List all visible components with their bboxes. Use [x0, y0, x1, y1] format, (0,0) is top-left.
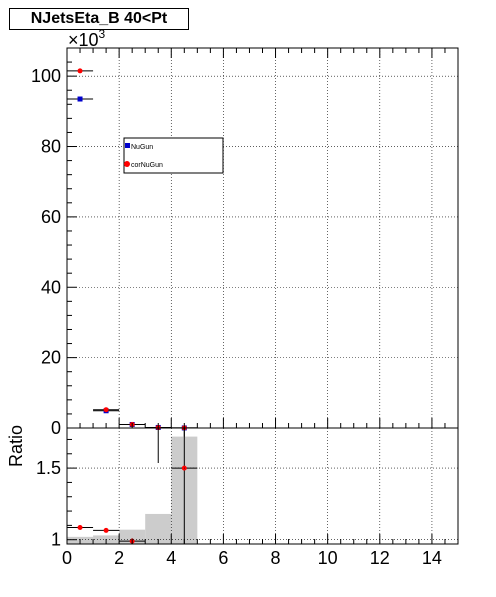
legend-box	[123, 137, 224, 174]
ratio-frame	[66, 427, 459, 545]
y-tick-label: 20	[41, 348, 61, 368]
axes-layer: 0 20 40 60 80 100 1 1.5 0 2 4 6 8 10 12 14	[31, 47, 459, 568]
y-tick-label: 40	[41, 277, 61, 297]
exponent-label: ×103	[68, 27, 106, 50]
legend-marker-cornugun	[124, 161, 130, 167]
legend-marker-nugun	[125, 143, 130, 148]
legend-label-cornugun: corNuGun	[131, 162, 163, 169]
x-tick-label: 14	[422, 548, 442, 568]
ratio-band-bin	[145, 513, 172, 544]
main-plot-panel	[67, 68, 198, 463]
x-tick-label: 4	[166, 548, 176, 568]
x-tick-label: 8	[271, 548, 281, 568]
ratio-point	[77, 525, 83, 531]
point-cornugun	[103, 407, 109, 413]
x-tick-label: 0	[62, 548, 72, 568]
main-frame	[66, 47, 459, 429]
ratio-y-tick-label: 1.5	[36, 458, 61, 478]
x-tick-label: 6	[218, 548, 228, 568]
ratio-point	[103, 527, 109, 533]
plot-title: NJetsEta_B 40<Pt	[9, 8, 189, 30]
y-tick-label: 0	[51, 418, 61, 438]
ratio-y-tick-label: 1	[51, 530, 61, 550]
x-tick-label: 10	[318, 548, 338, 568]
legend: NuGun corNuGun	[123, 137, 224, 174]
y-tick-label: 100	[31, 66, 61, 86]
x-tick-label: 2	[114, 548, 124, 568]
y-tick-label: 60	[41, 207, 61, 227]
ratio-ylabel: Ratio	[6, 425, 26, 467]
ratio-plot-panel	[67, 428, 198, 544]
point-cornugun	[77, 68, 83, 74]
ratio-band-bin	[119, 529, 146, 544]
x-tick-label: 12	[370, 548, 390, 568]
y-tick-label: 80	[41, 137, 61, 157]
legend-label-nugun: NuGun	[131, 144, 153, 151]
point-nugun	[77, 96, 83, 102]
